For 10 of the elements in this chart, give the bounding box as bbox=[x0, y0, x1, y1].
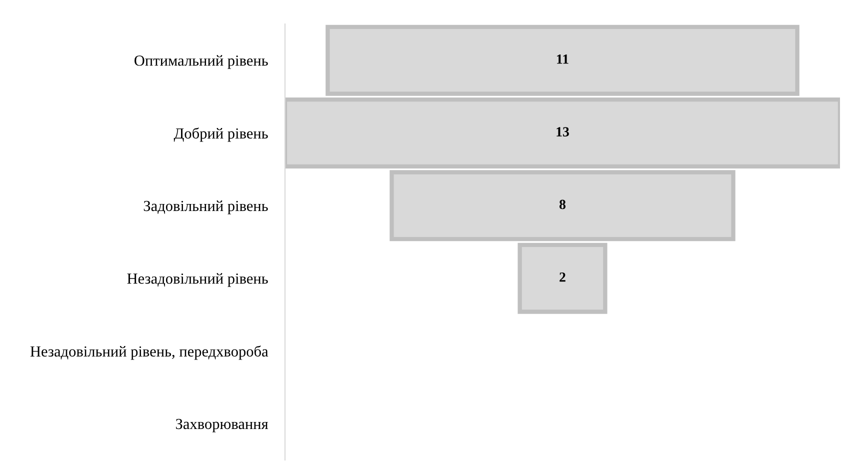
data-label: 13 bbox=[556, 127, 569, 136]
data-label: 11 bbox=[557, 54, 568, 64]
category-label: Незадовільний рівень, передхвороба bbox=[30, 346, 268, 360]
category-label: Добрий рівень bbox=[174, 128, 268, 142]
category-label: Незадовільний рівень bbox=[127, 273, 268, 287]
category-label: Захворювання bbox=[176, 418, 268, 432]
category-label: Задовільний рівень bbox=[144, 200, 268, 214]
data-label: 8 bbox=[559, 200, 566, 210]
data-label: 2 bbox=[560, 272, 566, 282]
category-label: Оптимальний рівень bbox=[134, 55, 268, 69]
